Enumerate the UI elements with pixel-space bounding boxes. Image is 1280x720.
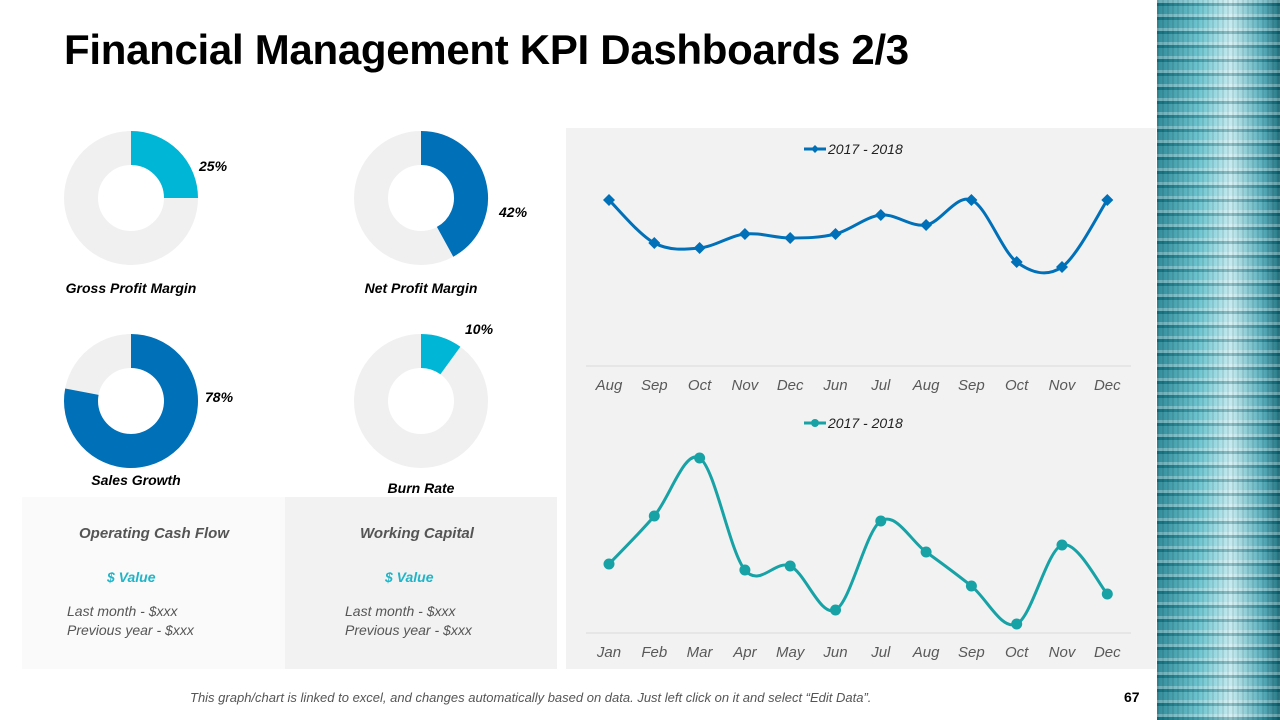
series-line bbox=[607, 455, 1109, 627]
x-tick-label: Feb bbox=[641, 644, 667, 661]
line-chart-top: 2017 - 2018 Aug Sep Oct Nov Dec Jun Jul Aug Sep O… bbox=[586, 141, 1131, 394]
data-point-oct bbox=[1010, 256, 1023, 268]
data-point-sep bbox=[648, 237, 661, 249]
data-point-nov bbox=[738, 228, 751, 240]
x-tick-label: Oct bbox=[1005, 644, 1029, 661]
data-point-jul bbox=[874, 209, 887, 221]
data-point-jun bbox=[829, 228, 842, 240]
donut-gross-profit-margin bbox=[64, 131, 198, 265]
x-tick-label: Dec bbox=[1094, 377, 1121, 394]
data-point-oct bbox=[693, 242, 706, 254]
data-point-oct bbox=[1011, 618, 1023, 630]
line-charts-panel: 2017 - 2018 Aug Sep Oct Nov Dec Jun Jul Aug Sep O… bbox=[566, 128, 1156, 669]
coins-image bbox=[1157, 0, 1280, 720]
x-tick-label: Nov bbox=[1049, 644, 1077, 661]
data-point-sep bbox=[965, 194, 978, 206]
donut-arc bbox=[420, 334, 461, 375]
x-tick-label: Jan bbox=[596, 644, 621, 661]
data-point-jul bbox=[875, 515, 887, 527]
card-previous-year: Previous year - $xxx bbox=[345, 622, 472, 638]
data-point-jun bbox=[830, 604, 841, 616]
x-tick-label: Sep bbox=[958, 644, 985, 661]
series-line bbox=[607, 197, 1109, 275]
sales-growth-value: 78% bbox=[205, 389, 234, 405]
x-tick-label: Aug bbox=[912, 377, 940, 394]
x-tick-label: Oct bbox=[1005, 377, 1029, 394]
page-title: Financial Management KPI Dashboards 2/3 bbox=[64, 26, 909, 73]
x-tick-label: Jun bbox=[822, 644, 847, 661]
data-point-feb bbox=[648, 510, 660, 522]
gross-profit-margin-label: Gross Profit Margin bbox=[65, 280, 197, 296]
x-tick-label: Dec bbox=[1094, 644, 1121, 661]
card-title: Operating Cash Flow bbox=[78, 525, 229, 542]
x-tick-label: Sep bbox=[958, 377, 985, 394]
legend-marker bbox=[811, 419, 819, 427]
card-last-month: Last month - $xxx bbox=[345, 603, 456, 619]
sales-growth-label: Sales Growth bbox=[91, 472, 181, 488]
x-tick-label: Dec bbox=[777, 377, 804, 394]
data-point-aug bbox=[920, 546, 932, 558]
card-value: $ Value bbox=[107, 569, 156, 585]
donut-arc bbox=[64, 334, 198, 468]
line-chart-bottom: 2017 - 2018 Jan Feb Mar Apr May Jun Jul Aug Sep O… bbox=[586, 415, 1131, 661]
data-point-may bbox=[784, 560, 796, 572]
footer-note: This graph/chart is linked to excel, and… bbox=[190, 690, 872, 705]
x-tick-label: Jul bbox=[870, 377, 891, 394]
net-profit-margin-value: 42% bbox=[499, 204, 528, 220]
data-point-dec bbox=[784, 232, 797, 244]
data-point-dec bbox=[1101, 194, 1114, 206]
x-tick-label: Jun bbox=[822, 377, 847, 394]
donut-net-profit-margin bbox=[354, 131, 488, 265]
x-tick-label: Nov bbox=[732, 377, 760, 394]
x-tick-label: May bbox=[776, 644, 806, 661]
donut-burn-rate bbox=[354, 334, 488, 468]
data-point-aug bbox=[920, 219, 933, 231]
data-point-jan bbox=[603, 558, 615, 570]
data-point-nov bbox=[1056, 261, 1068, 273]
data-point-nov bbox=[1056, 539, 1068, 551]
card-value: $ Value bbox=[385, 569, 434, 585]
x-tick-label: Aug bbox=[912, 644, 940, 661]
gross-profit-margin-value: 25% bbox=[199, 158, 228, 174]
legend-label: 2017 - 2018 bbox=[827, 415, 903, 431]
x-tick-label: Aug bbox=[595, 377, 623, 394]
data-point-aug bbox=[603, 194, 615, 206]
burn-rate-value: 10% bbox=[465, 321, 494, 337]
net-profit-margin-label: Net Profit Margin bbox=[364, 280, 478, 296]
card-title: Working Capital bbox=[360, 525, 474, 542]
x-tick-label: Sep bbox=[641, 377, 668, 394]
x-tick-label: Oct bbox=[688, 377, 712, 394]
donut-sales-growth bbox=[64, 334, 198, 468]
donut-arc bbox=[420, 131, 488, 257]
x-tick-label: Mar bbox=[687, 644, 714, 661]
donut-arc bbox=[130, 131, 198, 199]
page-number: 67 bbox=[1124, 689, 1140, 705]
data-point-dec bbox=[1101, 588, 1113, 600]
line-charts: 2017 - 2018 Aug Sep Oct Nov Dec Jun Jul Aug Sep O… bbox=[586, 141, 1131, 661]
card-last-month: Last month - $xxx bbox=[67, 603, 178, 619]
operating-cash-flow-card: Operating Cash Flow $ Value Last month -… bbox=[22, 497, 286, 669]
x-tick-label: Apr bbox=[732, 644, 757, 661]
data-point-apr bbox=[739, 564, 751, 576]
card-previous-year: Previous year - $xxx bbox=[67, 622, 194, 638]
data-point-mar bbox=[694, 452, 706, 464]
burn-rate-label: Burn Rate bbox=[387, 480, 455, 496]
x-tick-label: Nov bbox=[1049, 377, 1077, 394]
legend-label: 2017 - 2018 bbox=[827, 141, 903, 157]
data-point-sep bbox=[965, 580, 977, 592]
legend-marker bbox=[811, 145, 819, 153]
working-capital-card: Working Capital $ Value Last month - $xx… bbox=[285, 497, 557, 669]
x-tick-label: Jul bbox=[870, 644, 891, 661]
